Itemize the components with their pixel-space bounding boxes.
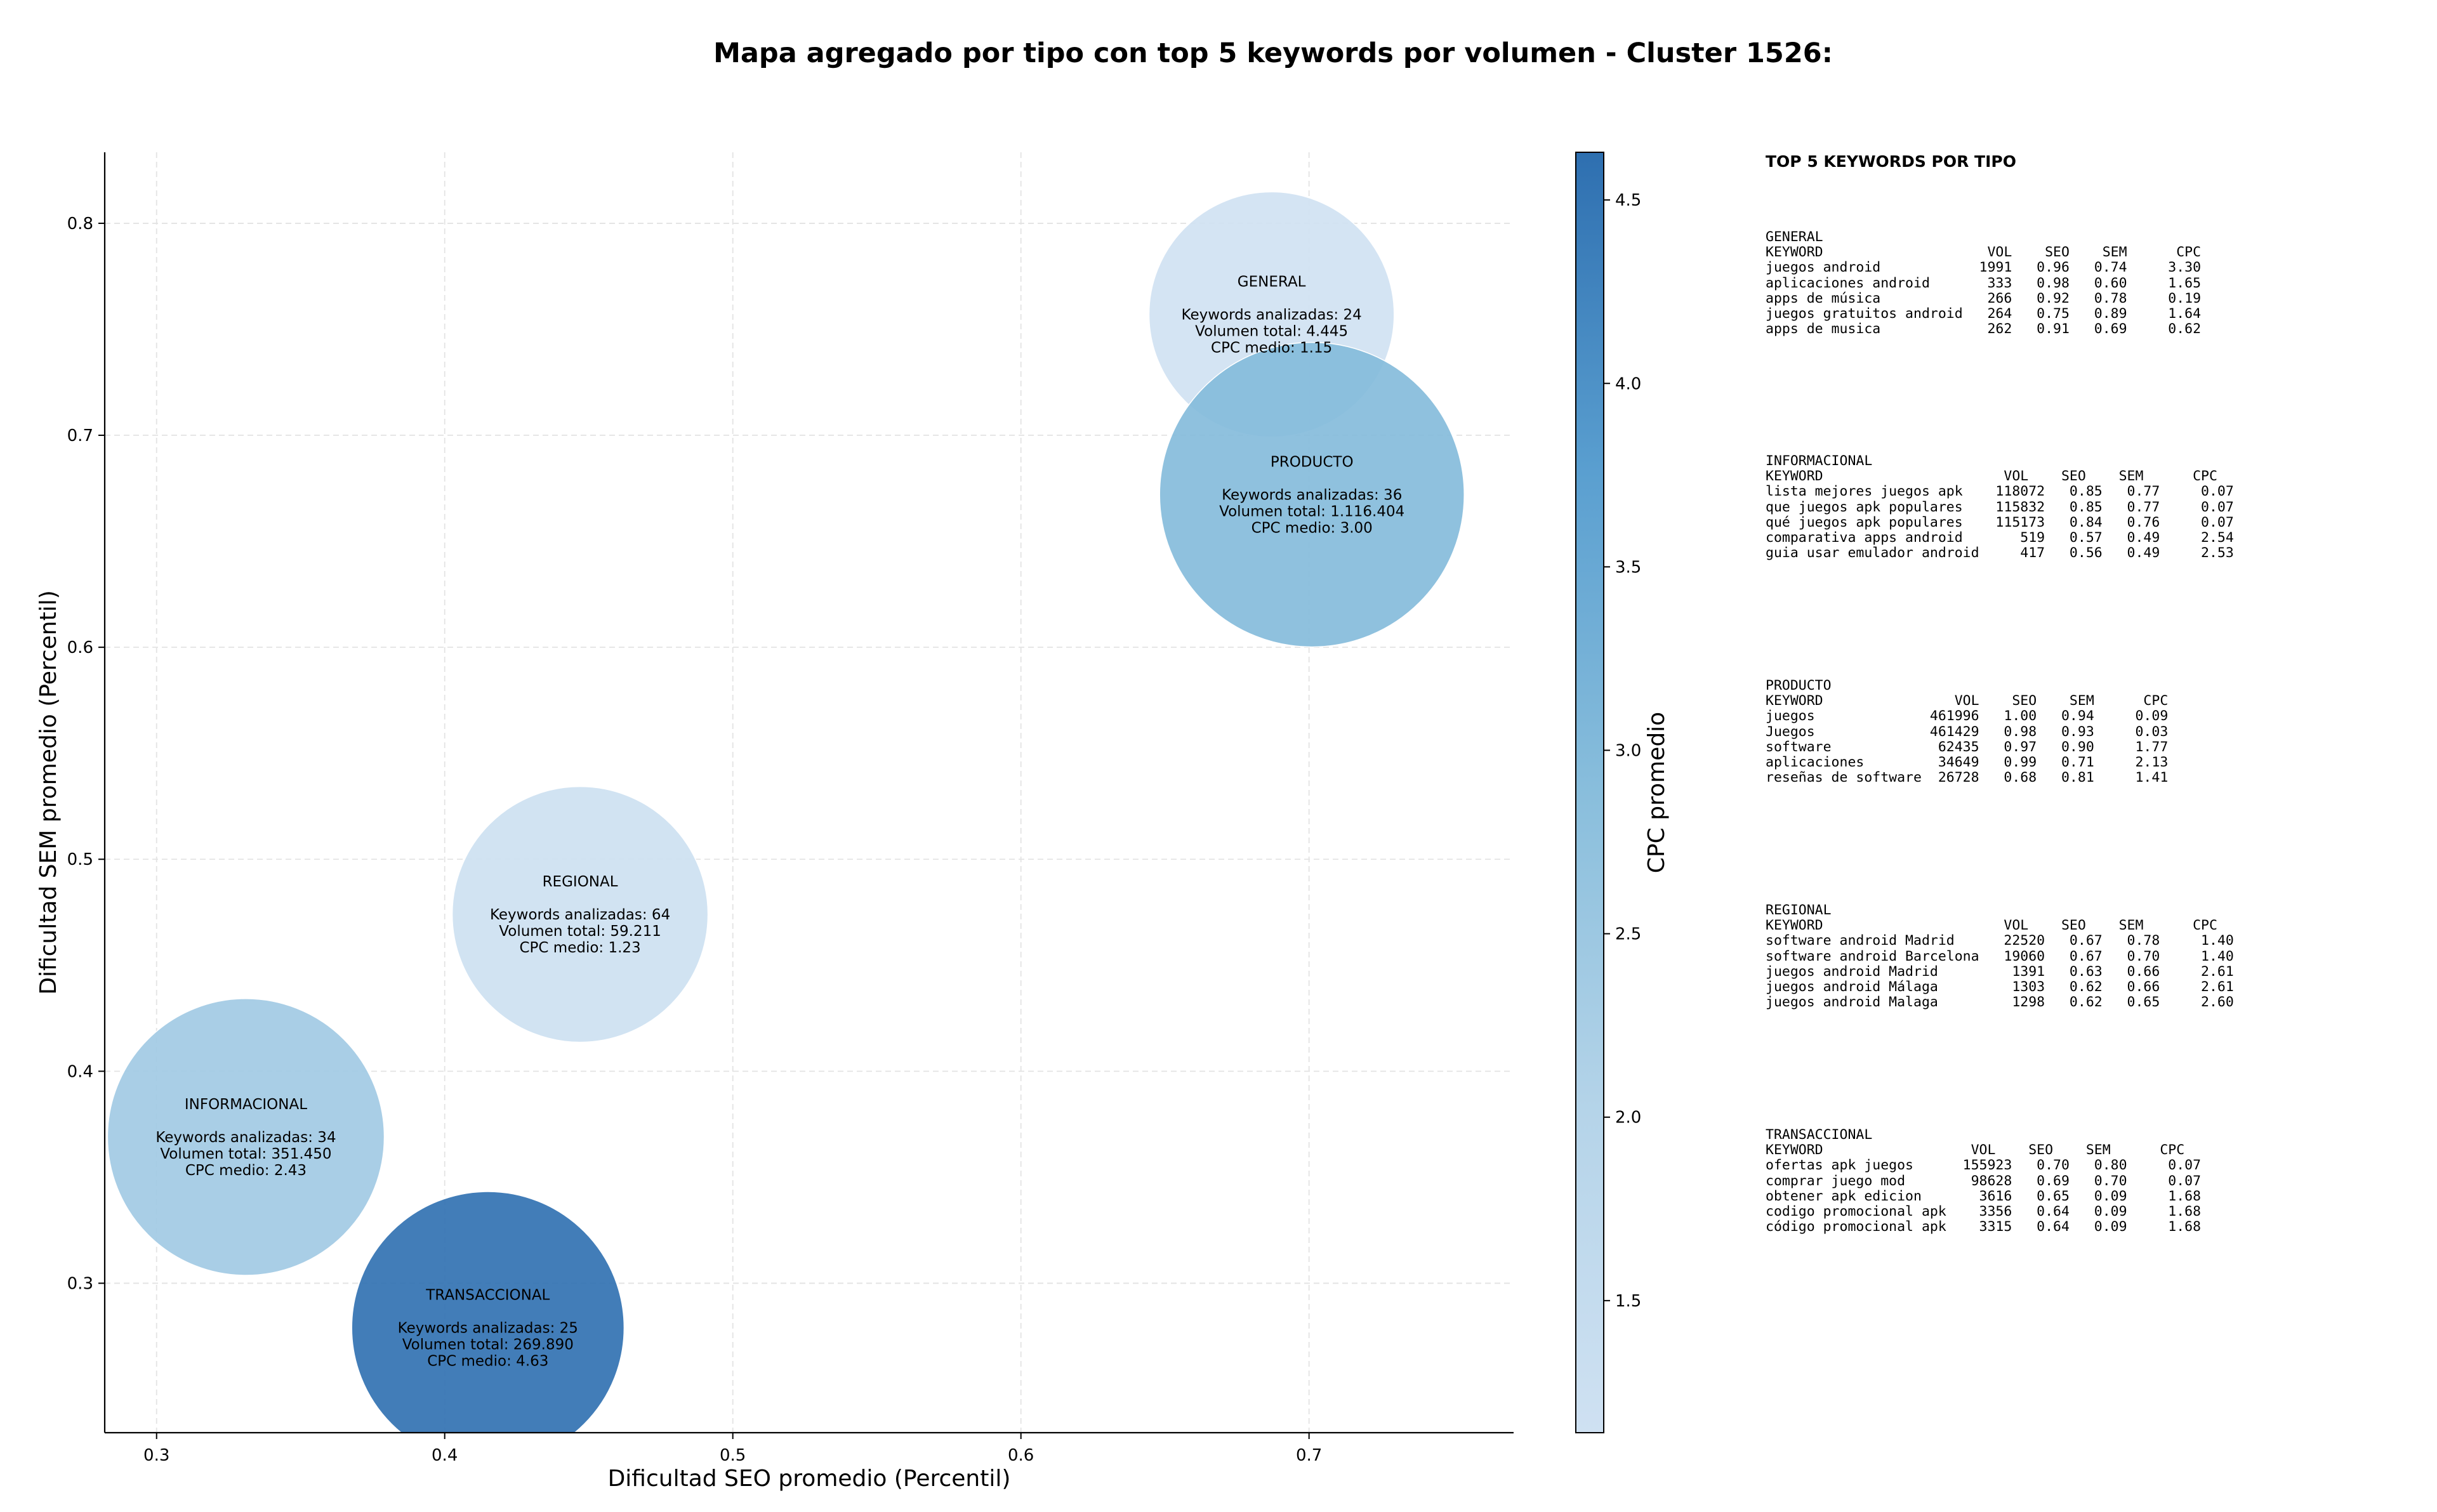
colorbar-tick-label: 3.5 [1615,558,1641,577]
bubble-label-line: Volumen total: 1.116.404 [1219,504,1404,520]
x-tick-label: 0.7 [1296,1446,1322,1465]
y-tick-label: 0.3 [67,1274,93,1293]
bubble-label-line: Keywords analizadas: 36 [1222,487,1402,504]
bubble-label-line: Volumen total: 269.890 [402,1337,574,1353]
colorbar-tick-label: 4.0 [1615,374,1641,393]
bubble-label-line: CPC medio: 4.63 [427,1353,548,1370]
bubble-label-line: Volumen total: 59.211 [499,923,661,940]
colorbar-tick-label: 4.5 [1615,191,1641,210]
bubble-label-line: Volumen total: 4.445 [1195,324,1348,340]
bubble-informacional [107,998,385,1276]
bubble-producto [1159,341,1465,648]
x-tick-label: 0.6 [1008,1446,1034,1465]
bubble-layer [107,191,1465,1433]
axis-ticks: 0.3 0.4 0.5 0.6 0.7 0.3 0.4 0.5 0.6 0.7 0.8 [67,214,1323,1465]
y-tick-label: 0.7 [67,426,93,445]
bubble-label-line: CPC medio: 2.43 [185,1162,307,1179]
keywords-block-informacional: INFORMACIONAL KEYWORD VOL SEO SEM CPC li… [1766,453,2234,562]
bubble-label-line: GENERAL [1238,274,1306,291]
y-tick-label: 0.4 [67,1062,93,1081]
bubble-label-line: TRANSACCIONAL [425,1287,550,1304]
colorbar-ticks: 1.5 2.0 2.5 3.0 3.5 4.0 4.5 [1604,191,1641,1311]
colorbar-title: CPC promedio [1644,712,1670,873]
colorbar [1575,152,1604,1433]
chart-title: Mapa agregado por tipo con top 5 keyword… [713,37,1833,69]
x-tick-label: 0.4 [432,1446,458,1465]
bubble-label-line: Keywords analizadas: 64 [490,907,670,923]
bubble-regional [451,786,709,1043]
bubble-label-line: Volumen total: 351.450 [160,1146,331,1162]
colorbar-tick-label: 3.0 [1615,742,1641,761]
keywords-block-general: GENERAL KEYWORD VOL SEO SEM CPC juegos a… [1766,229,2202,338]
keywords-panel-title: TOP 5 KEYWORDS POR TIPO [1766,152,2016,171]
y-tick-label: 0.8 [67,214,93,233]
keywords-panel: TOP 5 KEYWORDS POR TIPO GENERAL KEYWORD … [1766,152,2426,1294]
bubble-label-line: CPC medio: 1.15 [1211,340,1332,357]
keywords-block-producto: PRODUCTO KEYWORD VOL SEO SEM CPC juegos … [1766,678,2169,786]
bubble-label-line: Keywords analizadas: 25 [398,1320,578,1337]
keywords-block-transaccional: TRANSACCIONAL KEYWORD VOL SEO SEM CPC of… [1766,1127,2202,1235]
bubble-label-line: PRODUCTO [1271,454,1354,471]
keywords-block-regional: REGIONAL KEYWORD VOL SEO SEM CPC softwar… [1766,902,2234,1011]
x-tick-label: 0.3 [143,1446,169,1465]
bubble-label-line: Keywords analizadas: 34 [155,1129,336,1146]
bubble-label-line: REGIONAL [543,874,618,890]
bubble-transaccional [351,1191,625,1433]
y-tick-label: 0.6 [67,638,93,657]
colorbar-tick-label: 2.0 [1615,1108,1641,1127]
bubble-label-line: Keywords analizadas: 24 [1182,307,1362,324]
colorbar-tick-label: 1.5 [1615,1292,1641,1311]
bubble-label-line: CPC medio: 1.23 [519,940,640,956]
bubble-label-line: INFORMACIONAL [185,1096,307,1113]
x-axis-title: Dificultad SEO promedio (Percentil) [608,1466,1011,1492]
colorbar-tick-label: 2.5 [1615,925,1641,944]
y-tick-label: 0.5 [67,850,93,869]
y-axis-title: Dificultad SEM promedio (Percentil) [36,590,62,995]
x-tick-label: 0.5 [720,1446,746,1465]
bubble-label-line: CPC medio: 3.00 [1252,520,1373,537]
